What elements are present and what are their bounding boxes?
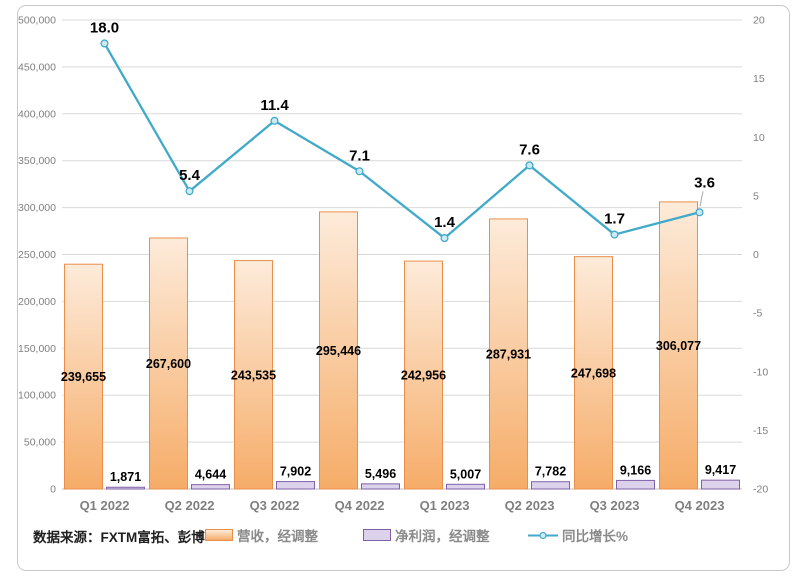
- growth-value-label: 11.4: [260, 97, 289, 114]
- right-axis-tick-label: 10: [753, 132, 765, 144]
- left-axis-tick-label: 100,000: [18, 390, 56, 402]
- net-profit-bar: [361, 483, 400, 490]
- growth-marker: [355, 167, 364, 176]
- revenue-bar: [574, 256, 613, 490]
- growth-marker: [695, 208, 704, 217]
- growth-marker: [185, 187, 194, 196]
- legend-item-net-profit: 净利润，经调整: [363, 527, 490, 544]
- net-profit-swatch-icon: [363, 529, 391, 541]
- net-profit-bar: [446, 483, 485, 490]
- label-leader-line: [699, 191, 704, 207]
- net-profit-bar: [106, 486, 145, 490]
- revenue-bar: [404, 260, 443, 490]
- revenue-bar: [659, 201, 698, 490]
- revenue-value-label: 247,698: [571, 366, 616, 380]
- growth-value-label: 1.4: [434, 214, 456, 231]
- net-profit-value-label: 1,871: [110, 470, 141, 484]
- revenue-value-label: 287,931: [486, 347, 531, 361]
- revenue-value-label: 295,446: [316, 344, 361, 358]
- right-axis-tick-label: 15: [753, 73, 765, 85]
- growth-line: [103, 42, 700, 240]
- revenue-bar: [149, 237, 188, 490]
- legend: 营收，经调整 净利润，经调整 同比增长%: [0, 527, 801, 545]
- revenue-value-label: 306,077: [656, 339, 701, 353]
- growth-line-swatch-icon: [528, 531, 558, 539]
- revenue-swatch-icon: [205, 529, 233, 541]
- growth-marker: [525, 161, 534, 170]
- x-axis-category-label: Q3 2023: [590, 498, 640, 513]
- legend-label-net-profit: 净利润，经调整: [395, 529, 490, 544]
- right-axis-tick-label: 20: [753, 15, 765, 27]
- net-profit-bar: [701, 479, 740, 490]
- legend-item-revenue: 营收，经调整: [205, 527, 318, 544]
- net-profit-value-label: 7,782: [535, 465, 566, 479]
- x-axis-category-label: Q1 2023: [420, 498, 470, 513]
- revenue-value-label: 243,535: [231, 368, 276, 382]
- net-profit-value-label: 7,902: [280, 465, 311, 479]
- x-axis-category-label: Q2 2023: [505, 498, 555, 513]
- growth-marker: [100, 39, 109, 48]
- revenue-bar: [234, 260, 273, 490]
- right-axis-tick-label: -20: [753, 484, 768, 496]
- right-axis-tick-label: -5: [753, 308, 762, 320]
- left-axis-tick-label: 250,000: [18, 249, 56, 261]
- growth-value-label: 7.6: [519, 141, 540, 158]
- left-axis-tick-label: 150,000: [18, 343, 56, 355]
- net-profit-bar: [276, 481, 315, 490]
- x-axis-category-label: Q4 2022: [335, 498, 385, 513]
- left-axis-tick-label: 300,000: [18, 202, 56, 214]
- revenue-value-label: 267,600: [146, 357, 191, 371]
- left-axis-tick-label: 400,000: [18, 108, 56, 120]
- revenue-bar: [64, 263, 103, 490]
- right-axis-tick-label: -15: [753, 425, 768, 437]
- left-axis-tick-label: 350,000: [18, 155, 56, 167]
- net-profit-value-label: 5,496: [365, 467, 396, 481]
- revenue-bar: [319, 211, 358, 490]
- net-profit-bar: [531, 481, 570, 490]
- growth-value-label: 7.1: [349, 147, 370, 164]
- net-profit-value-label: 9,166: [620, 463, 651, 477]
- growth-marker: [440, 234, 449, 243]
- growth-value-label: 5.4: [179, 167, 201, 184]
- x-axis-category-label: Q1 2022: [80, 498, 130, 513]
- growth-value-label: 18.0: [90, 19, 119, 36]
- left-axis-tick-label: 200,000: [18, 296, 56, 308]
- growth-value-label: 3.6: [694, 174, 715, 191]
- legend-label-revenue: 营收，经调整: [237, 529, 318, 544]
- net-profit-bar: [616, 479, 655, 490]
- right-axis-tick-label: 5: [753, 190, 759, 202]
- right-axis-tick-label: 0: [753, 249, 759, 261]
- revenue-value-label: 242,956: [401, 369, 446, 383]
- revenue-value-label: 239,655: [61, 370, 106, 384]
- legend-label-growth: 同比增长%: [562, 529, 629, 544]
- net-profit-value-label: 9,417: [705, 463, 736, 477]
- revenue-bar: [489, 218, 528, 490]
- left-axis-tick-label: 450,000: [18, 61, 56, 73]
- growth-marker: [610, 230, 619, 239]
- net-profit-value-label: 5,007: [450, 467, 481, 481]
- net-profit-value-label: 4,644: [195, 468, 226, 482]
- legend-item-growth: 同比增长%: [528, 527, 629, 544]
- left-axis-tick-label: 500,000: [18, 15, 56, 27]
- right-axis-tick-label: -10: [753, 366, 768, 378]
- growth-marker: [270, 116, 279, 125]
- growth-value-label: 1.7: [604, 211, 625, 228]
- legend-line-marker: [539, 531, 547, 539]
- x-axis-category-label: Q2 2022: [165, 498, 215, 513]
- left-axis-tick-label: 50,000: [24, 437, 56, 449]
- x-axis-category-label: Q3 2022: [250, 498, 300, 513]
- net-profit-bar: [191, 484, 230, 490]
- source-note: 数据来源：FXTM富拓、彭博: [33, 530, 205, 545]
- x-axis-category-label: Q4 2023: [675, 498, 725, 513]
- left-axis-tick-label: 0: [50, 484, 56, 496]
